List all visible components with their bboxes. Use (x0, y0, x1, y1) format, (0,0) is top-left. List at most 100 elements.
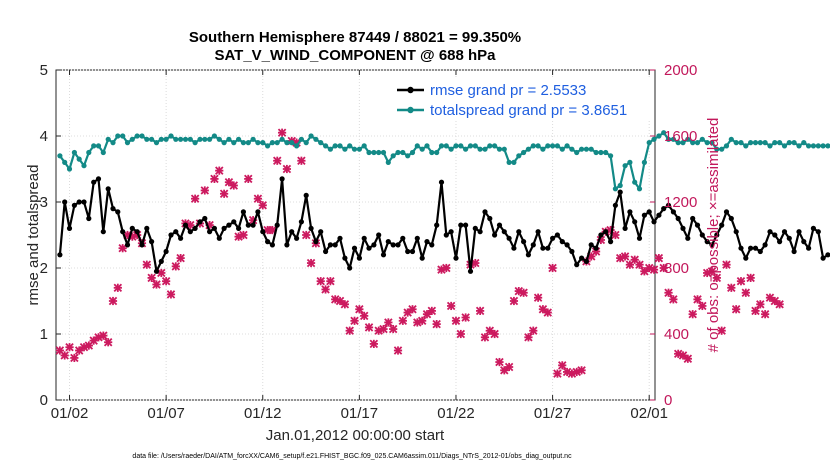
totalspread-point (728, 136, 734, 142)
rmse-point (66, 225, 73, 231)
totalspread-point (714, 146, 720, 152)
possible-obs-marker (108, 296, 118, 306)
rmse-point (192, 225, 198, 231)
totalspread-point (748, 140, 754, 146)
totalspread-point (762, 140, 768, 146)
rmse-point (588, 242, 594, 248)
rmse-point (356, 255, 362, 261)
possible-obs-marker (103, 338, 113, 347)
rmse-point (337, 235, 343, 241)
possible-obs-marker (504, 362, 514, 372)
rmse-point (308, 225, 314, 231)
possible-obs-marker (393, 346, 403, 355)
rmse-point (178, 235, 184, 241)
totalspread-point (472, 143, 478, 149)
y-right-tick-label: 400 (664, 326, 689, 343)
rmse-point (675, 215, 681, 222)
totalspread-point (269, 140, 275, 146)
totalspread-point (675, 140, 681, 146)
rmse-point (714, 232, 720, 238)
series-totalspread (57, 130, 830, 192)
rmse-point (351, 245, 358, 251)
possible-obs-marker (229, 181, 239, 190)
totalspread-point (71, 149, 77, 156)
rmse-point (690, 215, 696, 222)
totalspread-point (723, 143, 730, 149)
totalspread-point (569, 146, 575, 152)
totalspread-point (559, 146, 565, 152)
totalspread-point (318, 140, 324, 146)
totalspread-point (796, 143, 802, 149)
rmse-point (656, 212, 662, 218)
possible-obs-marker (543, 308, 552, 317)
possible-obs-marker (746, 273, 755, 283)
possible-obs-marker (683, 354, 693, 363)
y-right-tick-labels: 0 400 800 1200 1600 2000 (664, 62, 697, 409)
possible-obs-marker (480, 333, 490, 342)
rmse-point (487, 215, 493, 222)
totalspread-point (332, 143, 338, 149)
possible-obs-marker (446, 301, 456, 311)
totalspread-point (516, 153, 522, 159)
rmse-point (86, 215, 92, 222)
possible-obs-marker (379, 324, 388, 334)
rmse-point (211, 225, 217, 231)
totalspread-point (525, 146, 532, 152)
legend-box (392, 78, 652, 120)
possible-obs-marker (567, 369, 577, 378)
possible-obs-marker (306, 258, 316, 268)
totalspread-point (496, 146, 503, 152)
rmse-point (434, 222, 440, 228)
possible-obs-marker (369, 339, 379, 349)
totalspread-point (226, 136, 232, 142)
legend-spread-marker (407, 106, 414, 114)
possible-obs-marker (277, 128, 287, 137)
rmse-point (685, 235, 691, 241)
totalspread-point (482, 146, 488, 152)
rmse-point (163, 248, 169, 255)
possible-obs-marker (688, 309, 697, 319)
totalspread-point (265, 143, 271, 149)
possible-obs-marker (538, 305, 548, 314)
rmse-point (733, 229, 739, 235)
rmse-point (289, 229, 295, 235)
totalspread-point (767, 143, 773, 149)
totalspread-point (197, 136, 203, 142)
possible-obs-marker (635, 260, 644, 269)
rmse-point (100, 229, 106, 235)
totalspread-point (202, 136, 208, 142)
possible-obs-marker (553, 369, 562, 378)
totalspread-point (187, 136, 193, 142)
rmse-point (115, 209, 121, 215)
possible-obs-marker (427, 306, 437, 316)
rmse-point (269, 242, 275, 248)
rmse-point (521, 239, 527, 245)
totalspread-point (443, 143, 449, 149)
rmse-point (535, 229, 541, 235)
totalspread-point (400, 149, 406, 156)
totalspread-point (216, 136, 222, 142)
possible-obs-marker (509, 296, 519, 306)
rmse-point (298, 219, 304, 225)
possible-obs-marker (200, 186, 210, 195)
possible-obs-marker (147, 273, 156, 283)
rmse-point (458, 222, 464, 228)
possible-obs-marker (142, 260, 152, 269)
rmse-point (400, 235, 406, 241)
rmse-point (593, 245, 599, 251)
possible-obs-marker (70, 353, 79, 363)
totalspread-point (192, 140, 198, 146)
rmse-point (719, 222, 725, 228)
rmse-point (506, 235, 512, 241)
rmse-point (390, 242, 396, 248)
rmse-point (806, 245, 812, 251)
totalspread-point (704, 140, 710, 146)
totalspread-point (178, 136, 184, 142)
possible-obs-marker (253, 194, 263, 203)
totalspread-point (62, 159, 68, 165)
rmse-line (58, 177, 829, 273)
totalspread-point (632, 179, 638, 185)
rmse-point (71, 202, 77, 208)
totalspread-point (153, 140, 160, 146)
